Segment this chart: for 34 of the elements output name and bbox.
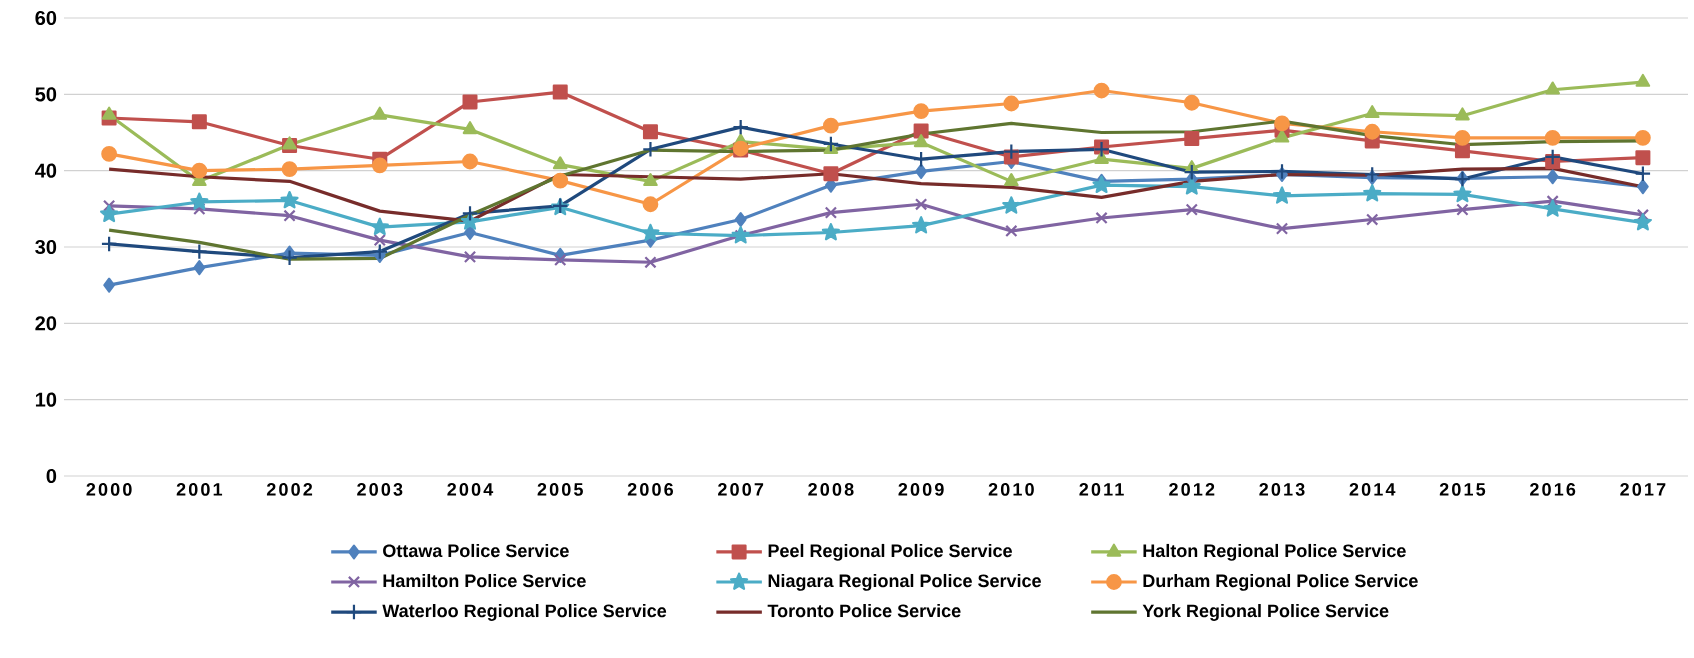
x-tick-label: 2011 bbox=[1079, 483, 1124, 496]
x-tick-label: 2015 bbox=[1439, 483, 1486, 496]
legend-label: Peel Regional Police Service bbox=[768, 543, 1012, 561]
legend-label: Halton Regional Police Service bbox=[1143, 543, 1406, 561]
x-tick-label: 2013 bbox=[1259, 483, 1305, 496]
x-tick-label: 2004 bbox=[447, 483, 494, 496]
x-tick-label: 2001 bbox=[176, 483, 223, 496]
y-tick-label: 40 bbox=[35, 163, 57, 178]
x-tick-label: 2009 bbox=[898, 483, 944, 496]
y-tick-label: 10 bbox=[35, 392, 57, 407]
x-tick-label: 2008 bbox=[808, 483, 854, 496]
legend-label: Niagara Regional Police Service bbox=[768, 573, 1041, 591]
y-tick-label: 50 bbox=[35, 87, 57, 102]
x-tick-label: 2007 bbox=[718, 483, 764, 496]
x-tick-label: 2003 bbox=[357, 483, 403, 496]
y-tick-label: 60 bbox=[35, 10, 57, 26]
x-tick-label: 2014 bbox=[1349, 483, 1396, 496]
y-tick-label: 20 bbox=[35, 316, 57, 331]
x-tick-label: 2005 bbox=[537, 483, 583, 496]
legend-label: Durham Regional Police Service bbox=[1143, 573, 1418, 591]
x-tick-label: 2010 bbox=[988, 483, 1034, 496]
x-tick-label: 2017 bbox=[1620, 483, 1666, 496]
x-tick-label: 2000 bbox=[86, 483, 132, 496]
legend-label: Ottawa Police Service bbox=[383, 543, 569, 558]
x-tick-label: 2016 bbox=[1530, 483, 1576, 496]
x-tick-label: 2012 bbox=[1169, 483, 1215, 496]
legend-label: Hamilton Police Service bbox=[383, 573, 586, 588]
x-tick-label: 2006 bbox=[627, 483, 674, 496]
legend-label: York Regional Police Service bbox=[1142, 604, 1389, 621]
x-tick-label: 2002 bbox=[266, 483, 313, 496]
legend-label: Waterloo Regional Police Service bbox=[382, 604, 667, 621]
y-tick-label: 0 bbox=[46, 468, 57, 484]
y-tick-label: 30 bbox=[35, 239, 57, 255]
legend-label: Toronto Police Service bbox=[767, 604, 961, 618]
